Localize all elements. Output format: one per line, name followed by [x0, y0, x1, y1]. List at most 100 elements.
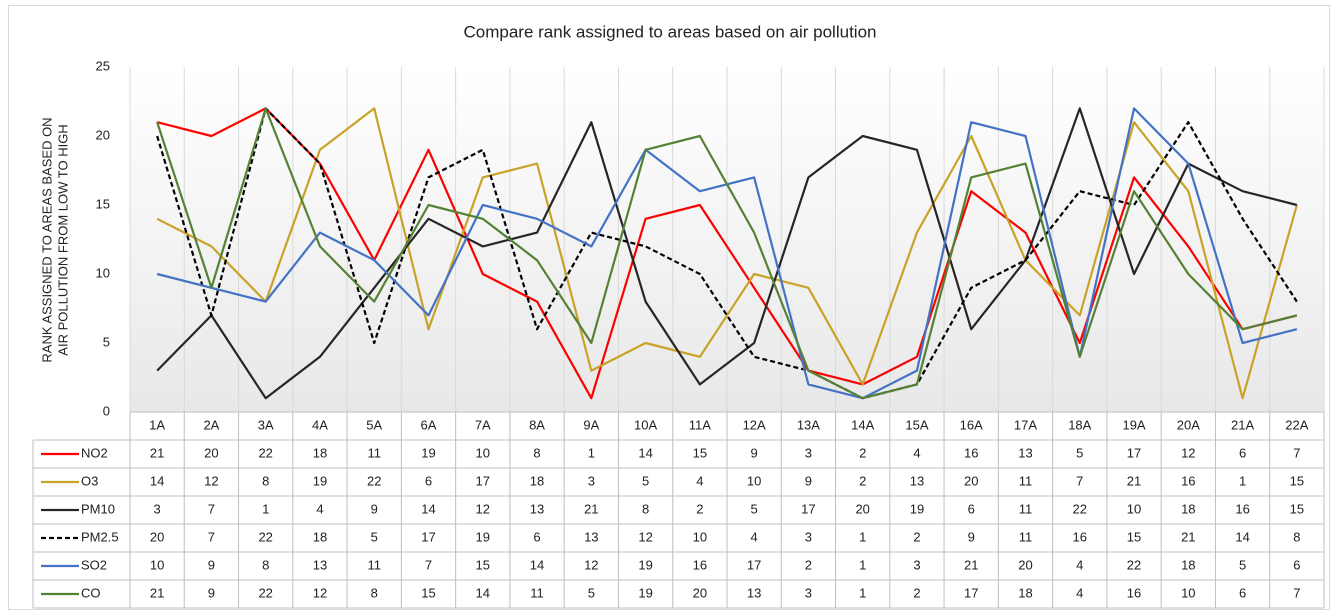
- table-value: 10: [1127, 501, 1141, 516]
- table-value: 2: [859, 445, 866, 460]
- table-value: 11: [1019, 501, 1033, 516]
- table-value: 22: [367, 473, 381, 488]
- table-value: 17: [476, 473, 490, 488]
- table-value: 1: [859, 529, 866, 544]
- table-value: 16: [1181, 473, 1195, 488]
- table-value: 8: [262, 557, 269, 572]
- x-tick-label: 18A: [1068, 417, 1091, 432]
- table-value: 5: [1239, 557, 1246, 572]
- table-value: 14: [476, 585, 490, 600]
- y-tick-label: 0: [103, 403, 110, 418]
- table-value: 17: [1127, 445, 1141, 460]
- table-value: 15: [1290, 473, 1304, 488]
- table-value: 15: [693, 445, 707, 460]
- table-value: 20: [964, 473, 978, 488]
- y-tick-label: 20: [96, 127, 110, 142]
- x-tick-label: 11A: [689, 417, 711, 432]
- table-value: 22: [258, 529, 272, 544]
- series-line: [156, 107, 1298, 400]
- table-value: 1: [859, 585, 866, 600]
- x-tick-label: 8A: [529, 417, 545, 432]
- table-value: 19: [910, 501, 924, 516]
- x-tick-label: 19A: [1122, 417, 1145, 432]
- y-tick-label: 5: [103, 334, 110, 349]
- x-tick-label: 4A: [312, 417, 328, 432]
- table-value: 3: [154, 501, 161, 516]
- table-value: 18: [1181, 501, 1195, 516]
- table-value: 4: [1076, 585, 1083, 600]
- table-value: 8: [371, 585, 378, 600]
- table-value: 13: [910, 473, 924, 488]
- table-value: 20: [204, 445, 218, 460]
- table-value: 12: [476, 501, 490, 516]
- table-value: 3: [805, 529, 812, 544]
- table-value: 12: [584, 557, 598, 572]
- table-value: 12: [638, 529, 652, 544]
- table-value: 16: [1235, 501, 1249, 516]
- table-value: 4: [913, 445, 920, 460]
- y-tick-label: 15: [96, 196, 110, 211]
- series-line: [156, 107, 1298, 400]
- table-value: 13: [584, 529, 598, 544]
- legend-label: O3: [81, 473, 98, 488]
- legend-label: SO2: [81, 557, 107, 572]
- table-value: 1: [1239, 473, 1246, 488]
- table-value: 5: [1076, 445, 1083, 460]
- table-value: 21: [150, 585, 164, 600]
- x-tick-label: 16A: [960, 417, 983, 432]
- table-value: 19: [638, 585, 652, 600]
- table-value: 19: [421, 445, 435, 460]
- legend-label: PM10: [81, 501, 115, 516]
- table-value: 14: [638, 445, 652, 460]
- table-value: 5: [588, 585, 595, 600]
- x-tick-label: 13A: [797, 417, 820, 432]
- table-value: 8: [642, 501, 649, 516]
- table-value: 4: [1076, 557, 1083, 572]
- table-value: 9: [751, 445, 758, 460]
- table-value: 3: [588, 473, 595, 488]
- table-value: 6: [1239, 585, 1246, 600]
- x-tick-label: 6A: [421, 417, 437, 432]
- table-value: 6: [1293, 557, 1300, 572]
- table-value: 6: [425, 473, 432, 488]
- x-tick-label: 7A: [475, 417, 491, 432]
- table-value: 9: [208, 585, 215, 600]
- table-value: 9: [805, 473, 812, 488]
- table-value: 13: [313, 557, 327, 572]
- table-value: 18: [313, 445, 327, 460]
- table-value: 5: [371, 529, 378, 544]
- table-value: 7: [1293, 445, 1300, 460]
- x-tick-label: 12A: [743, 417, 766, 432]
- table-value: 5: [751, 501, 758, 516]
- x-tick-label: 1A: [149, 417, 165, 432]
- table-value: 7: [1293, 585, 1300, 600]
- table-value: 2: [805, 557, 812, 572]
- table-value: 17: [964, 585, 978, 600]
- table-value: 1: [262, 501, 269, 516]
- table-value: 15: [1127, 529, 1141, 544]
- table-value: 11: [530, 585, 544, 600]
- x-tick-label: 15A: [905, 417, 928, 432]
- legend-label: PM2.5: [81, 529, 119, 544]
- table-value: 2: [913, 585, 920, 600]
- table-value: 14: [1235, 529, 1249, 544]
- legend-label: NO2: [81, 445, 108, 460]
- table-value: 2: [859, 473, 866, 488]
- table-value: 19: [638, 557, 652, 572]
- table-value: 22: [1073, 501, 1087, 516]
- table-value: 8: [1293, 529, 1300, 544]
- table-value: 6: [533, 529, 540, 544]
- x-tick-label: 21A: [1231, 417, 1254, 432]
- table-value: 7: [208, 501, 215, 516]
- table-value: 10: [693, 529, 707, 544]
- table-value: 9: [208, 557, 215, 572]
- table-value: 13: [1018, 445, 1032, 460]
- table-value: 1: [588, 445, 595, 460]
- table-value: 18: [530, 473, 544, 488]
- table-value: 11: [367, 445, 381, 460]
- table-value: 19: [476, 529, 490, 544]
- table-value: 17: [421, 529, 435, 544]
- table-value: 16: [964, 445, 978, 460]
- x-tick-label: 22A: [1285, 417, 1308, 432]
